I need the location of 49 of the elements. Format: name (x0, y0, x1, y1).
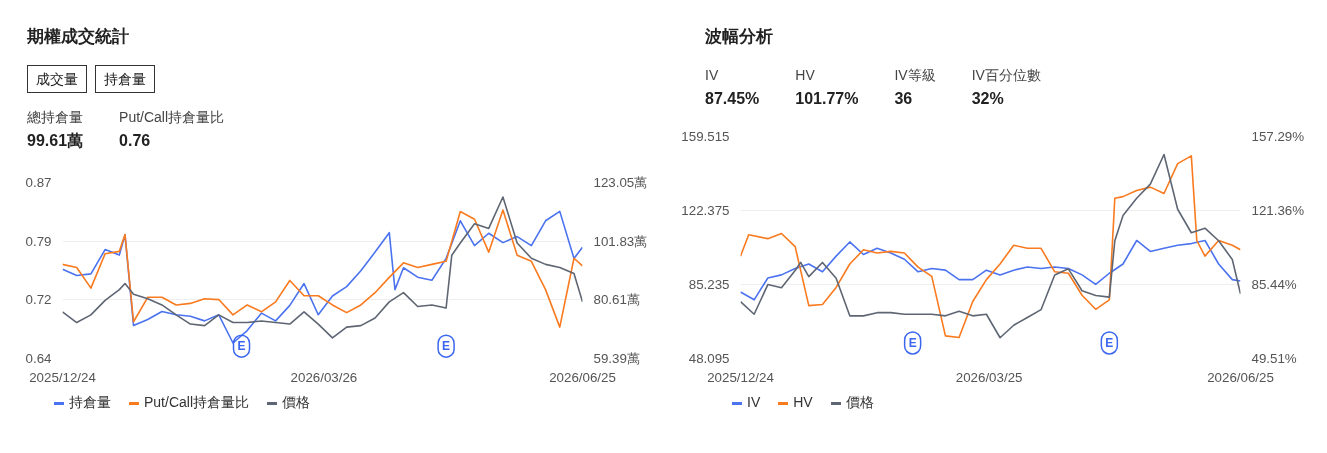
x-tick-label: 2026/06/25 (1207, 369, 1274, 385)
annotation: E (442, 339, 451, 354)
y-tick-label: 85.235 (688, 277, 730, 292)
y2-tick-label: 85.44% (1251, 276, 1297, 292)
text: IV等級 (894, 66, 936, 86)
chart-title: 期權成交統計 (27, 26, 130, 48)
legend-label: 價格 (844, 393, 874, 412)
legend-label: HV (792, 393, 813, 412)
text: 32% (971, 89, 1005, 110)
y-tick-label: 0.87 (25, 175, 52, 190)
y-tick-label: 0.79 (25, 233, 52, 249)
y-tick-label: 159.515 (681, 129, 730, 144)
x-tick-label: 2026/03/25 (955, 369, 1023, 385)
legend-label: Put/Call持倉量比 (143, 393, 250, 412)
text: IV百分位數 (971, 66, 1041, 86)
legend-label: 持倉量 (68, 393, 111, 412)
text: IV (705, 66, 720, 86)
text: 87.45% (705, 89, 760, 110)
x-tick-label: 2026/06/25 (549, 369, 616, 385)
y2-tick-label: 101.83萬 (593, 233, 648, 249)
x-tick-label: 2026/03/26 (290, 369, 358, 385)
annotation: E (1105, 335, 1114, 350)
text: 成交量 (27, 65, 87, 94)
y2-tick-label: 49.51% (1251, 351, 1297, 366)
y-tick-label: 0.72 (25, 292, 52, 308)
text: 持倉量 (95, 65, 155, 94)
y2-tick-label: 59.39萬 (593, 351, 640, 366)
y2-tick-label: 157.29% (1251, 129, 1305, 144)
text: Put/Call持倉量比 (119, 108, 225, 128)
line-series (740, 239, 1241, 301)
text: 36 (894, 89, 914, 110)
y-tick-label: 122.375 (681, 203, 730, 218)
text: 0.76 (119, 131, 152, 152)
y2-tick-label: 123.05萬 (593, 175, 648, 190)
y2-tick-label: 121.36% (1251, 203, 1305, 219)
text: 總持倉量 (27, 108, 84, 128)
legend-label: IV (746, 393, 761, 412)
text: 99.61萬 (27, 131, 84, 152)
annotation: E (908, 335, 917, 350)
annotation: E (237, 339, 246, 354)
chart-title: 波幅分析 (705, 26, 774, 48)
y-tick-label: 48.095 (688, 351, 730, 366)
legend-label: 價格 (281, 393, 311, 412)
y2-tick-label: 80.61萬 (593, 292, 640, 308)
text: HV (795, 66, 816, 86)
text: 101.77% (795, 89, 859, 110)
x-tick-label: 2025/12/24 (707, 369, 775, 385)
x-tick-label: 2025/12/24 (29, 369, 97, 385)
y-tick-label: 0.64 (25, 351, 53, 366)
